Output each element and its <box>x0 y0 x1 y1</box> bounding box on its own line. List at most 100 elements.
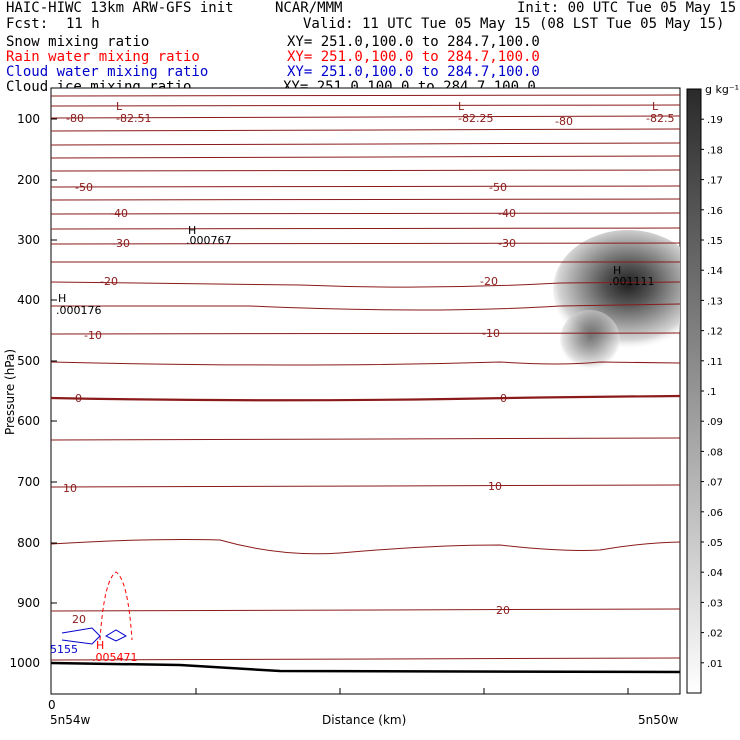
low-value: -82.25 <box>458 112 493 125</box>
colorbar-tick-label: .06 <box>707 508 723 519</box>
y-axis-label: Pressure (hPa) <box>3 349 17 435</box>
high-value: .001111 <box>609 275 655 288</box>
x-right-location: 5n50w <box>638 713 679 727</box>
y-tick-label: 500 <box>17 354 40 368</box>
forecast-label: Fcst: <box>6 16 49 32</box>
x-tick-zero: 0 <box>48 698 56 712</box>
y-tick-label: 100 <box>17 112 40 126</box>
contour-line <box>51 281 680 288</box>
terrain-line <box>50 661 681 674</box>
colorbar-tick-label: .03 <box>707 598 723 609</box>
x-left-location: 5n54w <box>50 713 91 727</box>
high-value: .005471 <box>92 651 138 664</box>
contour-line-zero <box>51 394 680 402</box>
contour-label: -80 <box>66 112 84 125</box>
colorbar-tick-label: .19 <box>707 115 723 126</box>
contour-line <box>51 142 680 146</box>
contour-line <box>51 242 680 245</box>
forecast-hour: 11 h <box>66 16 100 32</box>
contour-line <box>51 303 680 311</box>
contour-line <box>51 608 680 612</box>
contour-line <box>51 361 680 366</box>
high-value: .000767 <box>186 234 232 247</box>
contour-label: -40 <box>498 207 516 220</box>
org-label: NCAR/MMM <box>275 0 343 16</box>
field-xy-cloud-water: XY= 251.0,100.0 to 284.7,100.0 <box>287 64 540 80</box>
contour-label: -30 <box>112 237 130 250</box>
y-tick-label: 300 <box>17 233 40 247</box>
colorbar: g kg⁻¹ .01 .02 .03 .04 .05 .06 .07 .08 .09 .1 .11.… <box>686 83 739 694</box>
contour-line <box>51 104 680 107</box>
contour-line <box>51 198 680 201</box>
y-tick-label: 700 <box>17 475 40 489</box>
high-marker: H <box>188 224 196 237</box>
contour-line <box>51 185 680 188</box>
contour-label: -20 <box>100 275 118 288</box>
colorbar-unit: g kg⁻¹ <box>705 83 739 96</box>
field-xy-rain: XY= 251.0,100.0 to 284.7,100.0 <box>287 49 540 65</box>
high-marker: H <box>96 639 104 652</box>
contour-line <box>51 169 680 172</box>
y-tick-label: 1000 <box>9 656 40 670</box>
model-title: HAIC-HIWC 13km ARW-GFS init <box>6 0 234 16</box>
contour-line <box>51 657 680 661</box>
contour-label: -10 <box>482 327 500 340</box>
y-tick-label: 200 <box>17 173 40 187</box>
valid-time: Valid: 11 UTC Tue 05 May 15 (08 LST Tue … <box>303 16 725 32</box>
y-axis-ticks <box>51 118 57 664</box>
rain-water-contour <box>99 571 133 641</box>
low-marker: L <box>458 100 465 113</box>
y-tick-label: 600 <box>17 414 40 428</box>
y-tick-label: 400 <box>17 293 40 307</box>
contour-line <box>51 94 680 97</box>
colorbar-tick-label: .13 <box>707 296 723 307</box>
temperature-contours <box>51 94 680 661</box>
contour-line <box>51 332 680 335</box>
contour-label: -50 <box>489 181 507 194</box>
low-marker: L <box>116 100 123 113</box>
colorbar-tick-label: .07 <box>707 478 723 489</box>
colorbar-tick-label: .12 <box>707 327 723 338</box>
contour-line <box>51 115 680 119</box>
contour-label: 20 <box>496 604 510 617</box>
contour-label: 10 <box>488 480 502 493</box>
colorbar-tick-label: .18 <box>707 145 723 156</box>
colorbar-tick-label: .08 <box>707 447 723 458</box>
colorbar-tick-label: .1 <box>707 387 717 398</box>
colorbar-tick-label: .02 <box>707 629 723 640</box>
high-value: .000176 <box>56 304 102 317</box>
contour-line <box>51 227 680 230</box>
field-name-rain: Rain water mixing ratio <box>6 49 200 65</box>
field-name-cloud-water: Cloud water mixing ratio <box>6 64 209 80</box>
colorbar-tick-label: .01 <box>707 659 723 670</box>
x-axis-ticks <box>195 688 629 694</box>
low-value: -82.51 <box>116 112 151 125</box>
colorbar-tick-label: .17 <box>707 176 723 187</box>
x-axis-label: Distance (km) <box>322 713 406 727</box>
contour-label: 0 <box>75 392 82 405</box>
contour-label: 20 <box>72 613 86 626</box>
colorbar-tick-label: .04 <box>707 568 723 579</box>
contour-label: -10 <box>84 329 102 342</box>
contour-line <box>51 155 680 159</box>
high-marker: H <box>58 292 66 305</box>
contour-label: -20 <box>480 275 498 288</box>
contour-label: -50 <box>75 181 93 194</box>
contour-label: 10 <box>63 482 77 495</box>
contour-label: -30 <box>498 237 516 250</box>
cloud-water-contour <box>104 629 128 642</box>
contour-line <box>51 539 680 555</box>
colorbar-tick-label: .11 <box>707 357 723 368</box>
init-time: Init: 00 UTC Tue 05 May 15 <box>517 0 737 16</box>
colorbar-tick-label: .05 <box>707 538 723 549</box>
field-name-snow: Snow mixing ratio <box>6 34 150 50</box>
y-tick-label: 900 <box>17 596 40 610</box>
contour-label: -40 <box>110 207 128 220</box>
contour-label: -80 <box>555 115 573 128</box>
cloud-water-value: 5155 <box>50 643 78 656</box>
contour-label: 0 <box>500 392 507 405</box>
low-marker: L <box>652 100 659 113</box>
y-tick-label: 800 <box>17 536 40 550</box>
contour-line <box>51 437 680 441</box>
